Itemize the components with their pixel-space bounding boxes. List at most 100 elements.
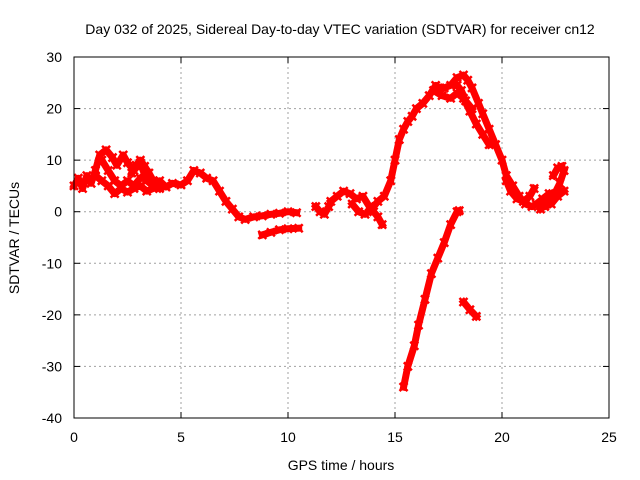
- data-point-marker: [445, 219, 456, 230]
- data-point-marker: [439, 237, 450, 248]
- plot-frame: [73, 56, 610, 419]
- x-tick-label: 15: [387, 429, 403, 445]
- data-point-marker: [458, 297, 469, 307]
- data-point-marker: [501, 175, 512, 186]
- data-point-marker: [402, 361, 413, 372]
- data-point-marker: [398, 382, 409, 392]
- data-point-marker: [390, 155, 400, 166]
- data-point-marker: [539, 201, 550, 212]
- data-point-marker: [407, 111, 418, 122]
- data-point-marker: [471, 119, 482, 129]
- data-point-marker: [484, 139, 495, 150]
- data-point-marker: [338, 186, 349, 196]
- data-point-marker: [248, 211, 259, 222]
- data-point-marker: [86, 178, 97, 189]
- data-point-marker: [366, 204, 377, 215]
- data-point-marker: [107, 152, 118, 163]
- data-point-marker: [274, 224, 285, 235]
- data-point-marker: [257, 230, 268, 240]
- y-tick-label: -20: [42, 307, 62, 323]
- x-tick-label: 10: [280, 429, 296, 445]
- chart-title: Day 032 of 2025, Sidereal Day-to-day VTE…: [85, 21, 595, 37]
- axis-ticks: 0 5 10 15 20 25 -40 -30 -20 -10 0 10 20 30: [42, 49, 617, 445]
- y-tick-label: 10: [46, 152, 62, 168]
- data-point-marker: [233, 211, 244, 222]
- x-tick-label: 0: [70, 429, 78, 445]
- data-point-marker: [439, 83, 450, 93]
- grid: [74, 57, 609, 418]
- data-point-marker: [129, 181, 139, 191]
- data-point-marker: [505, 186, 516, 196]
- data-point-marker: [139, 161, 150, 172]
- data-point-marker: [274, 208, 285, 219]
- data-point-marker: [477, 108, 488, 119]
- data-point-marker: [265, 227, 276, 238]
- data-point-marker: [141, 186, 152, 196]
- data-point-marker: [257, 210, 268, 221]
- data-point-marker: [73, 173, 84, 184]
- data-point-marker: [148, 175, 159, 186]
- data-point-marker: [353, 206, 364, 217]
- data-point-marker: [111, 160, 122, 171]
- data-point-marker: [398, 124, 409, 135]
- data-point-marker: [291, 207, 302, 218]
- data-point-marker: [319, 209, 330, 220]
- data-point-marker: [118, 150, 129, 160]
- x-axis-label: GPS time / hours: [288, 457, 395, 473]
- data-point-marker: [176, 180, 186, 190]
- data-series: [69, 70, 570, 392]
- series-track-o: [399, 206, 464, 392]
- data-point-marker: [188, 165, 199, 176]
- data-point-marker: [409, 340, 420, 351]
- data-point-marker: [154, 183, 165, 194]
- data-point-marker: [372, 211, 383, 222]
- data-point-marker: [214, 186, 225, 196]
- data-point-marker: [467, 103, 477, 114]
- data-point-marker: [293, 223, 304, 234]
- data-point-marker: [471, 311, 482, 322]
- data-point-marker: [126, 168, 137, 178]
- data-point-marker: [477, 129, 488, 140]
- data-point-marker: [417, 98, 428, 109]
- data-point-marker: [413, 320, 424, 331]
- data-point-marker: [167, 178, 178, 189]
- data-point-marker: [122, 157, 133, 168]
- data-point-marker: [227, 204, 238, 215]
- data-point-marker: [454, 205, 465, 216]
- data-point-marker: [377, 219, 388, 230]
- x-tick-label: 25: [601, 429, 617, 445]
- data-point-marker: [208, 175, 218, 186]
- data-point-marker: [394, 134, 405, 145]
- data-point-marker: [437, 90, 447, 101]
- data-point-marker: [379, 191, 390, 202]
- data-point-marker: [265, 209, 276, 220]
- data-point-marker: [221, 196, 231, 207]
- data-point-marker: [96, 155, 107, 166]
- data-point-marker: [240, 214, 251, 225]
- data-point-marker: [283, 206, 293, 217]
- data-point-marker: [135, 155, 146, 166]
- data-point-marker: [467, 83, 477, 93]
- y-tick-label: 0: [54, 204, 62, 220]
- data-point-marker: [554, 178, 565, 189]
- data-point-marker: [524, 191, 535, 202]
- data-point-marker: [432, 253, 443, 264]
- y-tick-label: -40: [42, 410, 62, 426]
- data-point-marker: [557, 161, 567, 172]
- data-point-marker: [77, 183, 88, 194]
- y-tick-label: 20: [46, 101, 62, 117]
- data-point-marker: [426, 268, 437, 279]
- data-point-marker: [201, 173, 212, 184]
- data-point-marker: [182, 175, 193, 186]
- data-point-marker: [546, 199, 557, 209]
- data-point-marker: [456, 85, 467, 96]
- data-point-marker: [548, 170, 559, 181]
- x-tick-label: 5: [177, 429, 185, 445]
- x-tick-label: 20: [494, 429, 510, 445]
- data-point-marker: [358, 191, 368, 202]
- y-axis-label: SDTVAR / TECUs: [6, 182, 22, 294]
- data-point-marker: [347, 199, 358, 209]
- data-point-marker: [452, 72, 462, 83]
- data-point-marker: [512, 193, 522, 204]
